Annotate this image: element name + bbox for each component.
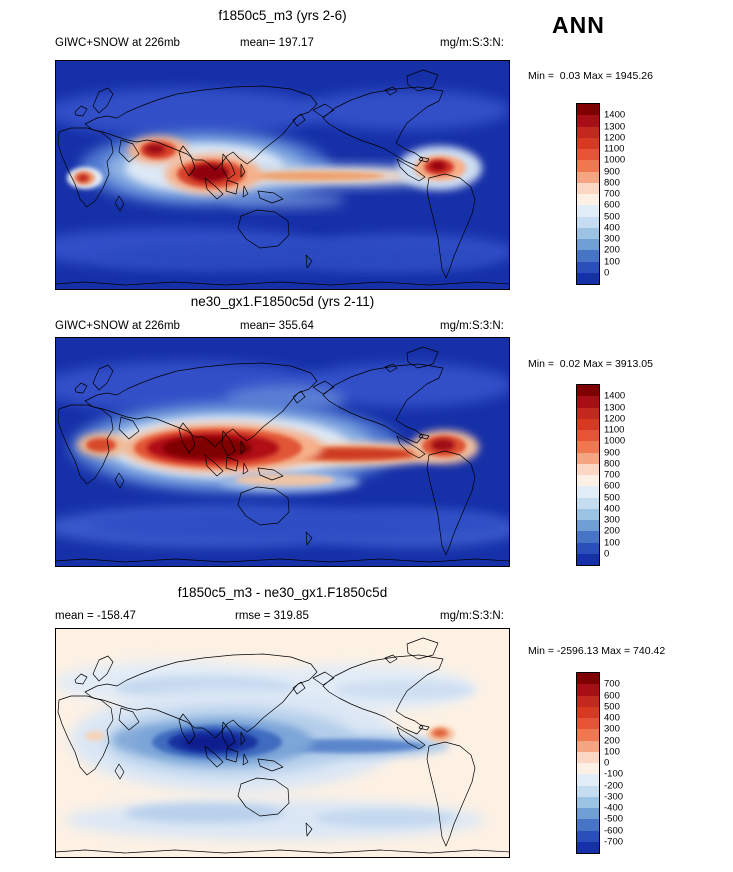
panel3-map xyxy=(55,628,510,858)
panel3-units-label: mg/m:S:3:N: xyxy=(440,610,504,622)
panel2-colorbar: 1400 1300 1200 1100 1000 900 800 700 600 500 400 30… xyxy=(576,384,625,566)
panel1-units-label: mg/m:S:3:N: xyxy=(440,37,504,49)
panel3-minmax: Min = -2596.13 Max = 740.42 xyxy=(528,645,666,657)
panel3-map-svg xyxy=(55,628,510,858)
panel3-colorbar: 700 600 500 400 300 200 100 0 -100 -200 -300 -400 -5… xyxy=(576,672,623,854)
season-label: ANN xyxy=(552,12,605,38)
panel3-title: f1850c5_m3 - ne30_gx1.F1850c5d xyxy=(177,585,388,600)
panel2-variable-label: GIWC+SNOW at 226mb xyxy=(55,320,180,332)
panel3-rmse-label: rmse = 319.85 xyxy=(235,610,309,622)
panel3-mean-label: mean = -158.47 xyxy=(55,610,136,622)
panel1-minmax: Min = 0.03 Max = 1945.26 xyxy=(528,70,653,82)
panel1-title: f1850c5_m3 (yrs 2-6) xyxy=(218,8,347,23)
panel1-mean-label: mean= 197.17 xyxy=(240,37,314,49)
panel2-units-label: mg/m:S:3:N: xyxy=(440,320,504,332)
panel2-map-svg xyxy=(55,337,510,567)
panel1-variable-label: GIWC+SNOW at 226mb xyxy=(55,37,180,49)
panel2-mean-label: mean= 355.64 xyxy=(240,320,314,332)
panel2-minmax: Min = 0.02 Max = 3913.05 xyxy=(528,358,653,370)
panel1-map-svg xyxy=(55,60,510,290)
panel2-title: ne30_gx1.F1850c5d (yrs 2-11) xyxy=(190,294,375,309)
panel1-colorbar: 1400 1300 1200 1100 1000 900 800 700 600 500 400 30… xyxy=(576,103,625,285)
panel2-map xyxy=(55,337,510,567)
panel1-map xyxy=(55,60,510,290)
